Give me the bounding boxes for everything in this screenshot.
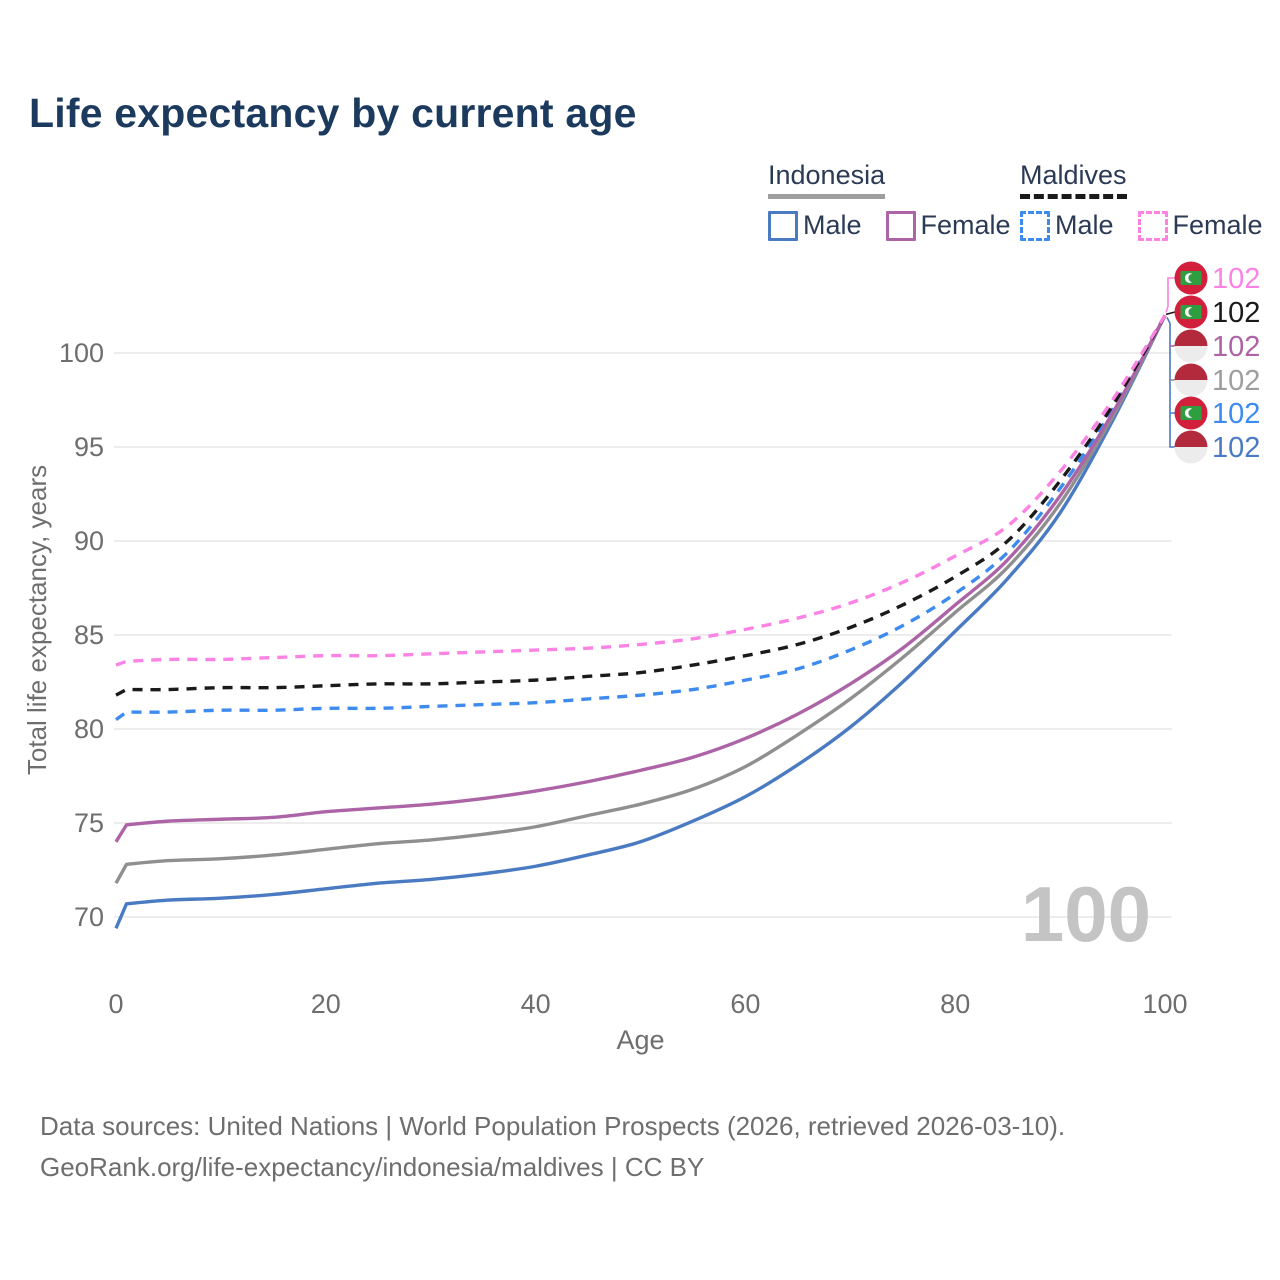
x-axis-title: Age [616,1025,664,1055]
y-tick-label: 90 [74,526,104,556]
y-axis-title: Total life expectancy, years [22,465,52,775]
series-line-indonesia-female [114,314,1167,843]
series-line-indonesia-male [114,314,1167,929]
legend-items-maldives: Male Female [1020,210,1263,241]
series-line-maldives-female [115,314,1167,667]
legend-item-maldives-female[interactable]: Female [1137,210,1263,241]
label-leader-line [1165,277,1175,313]
page-title: Life expectancy by current age [29,90,637,136]
y-tick-label: 80 [74,714,104,744]
y-tick-label: 100 [59,338,104,368]
series-line-indonesia [114,314,1167,884]
indonesia-female-flag-icon [1174,329,1208,363]
end-value-label-maldives-male: 102 [1212,398,1260,430]
y-tick-label: 75 [74,808,104,838]
x-tick-label: 100 [1142,989,1187,1019]
end-value-label-maldives-female: 102 [1212,263,1260,295]
indonesia-male-flag-icon [1174,430,1208,464]
legend-item-indonesia-male[interactable]: Male [768,210,862,241]
legend-item-indonesia-female[interactable]: Female [885,210,1011,241]
age-watermark: 100 [1021,870,1151,958]
y-tick-label: 70 [74,902,104,932]
end-value-label-indonesia-male: 102 [1212,432,1260,464]
legend-item-label: Male [1055,210,1114,240]
end-value-label-maldives: 102 [1212,297,1260,329]
x-tick-label: 40 [521,989,551,1019]
end-value-label-indonesia-female: 102 [1212,331,1260,363]
x-tick-label: 60 [730,989,760,1019]
legend-item-label: Female [1172,210,1263,240]
attribution-line: GeoRank.org/life-expectancy/indonesia/ma… [40,1152,705,1182]
end-value-label-indonesia: 102 [1212,365,1260,397]
y-tick-label: 95 [74,432,104,462]
indonesia-male-swatch-icon [768,210,798,241]
series-line-maldives-male [115,314,1167,721]
legend-item-label: Female [920,210,1011,240]
maldives-male-swatch-icon [1020,210,1050,241]
legend-group-indonesia: Indonesia Male Female [768,160,1011,241]
maldives-flag-icon [1174,295,1208,329]
x-tick-label: 80 [940,989,970,1019]
legend-items-indonesia: Male Female [768,210,1011,241]
maldives-male-flag-icon [1174,396,1208,430]
x-tick-label: 0 [108,989,123,1019]
maldives-female-flag-icon [1174,261,1208,295]
indonesia-female-swatch-icon [885,210,916,241]
series-line-maldives [115,314,1167,697]
legend-header-indonesia[interactable]: Indonesia [768,160,886,199]
legend-item-label: Male [803,210,862,240]
maldives-female-swatch-icon [1137,210,1168,241]
legend-group-maldives: Maldives Male Female [1020,160,1263,241]
legend-header-maldives[interactable]: Maldives [1020,160,1127,199]
data-sources-line: Data sources: United Nations | World Pop… [40,1111,1066,1141]
x-tick-label: 20 [311,989,341,1019]
label-leader-line [1166,317,1175,448]
indonesia-flag-icon [1174,363,1208,397]
footer: Data sources: United Nations | World Pop… [40,1106,1065,1188]
y-tick-label: 85 [74,620,104,650]
label-leader-line [1165,311,1176,316]
legend-item-maldives-male[interactable]: Male [1020,210,1114,241]
legend: Indonesia Male Female Maldives Male [0,160,1280,241]
